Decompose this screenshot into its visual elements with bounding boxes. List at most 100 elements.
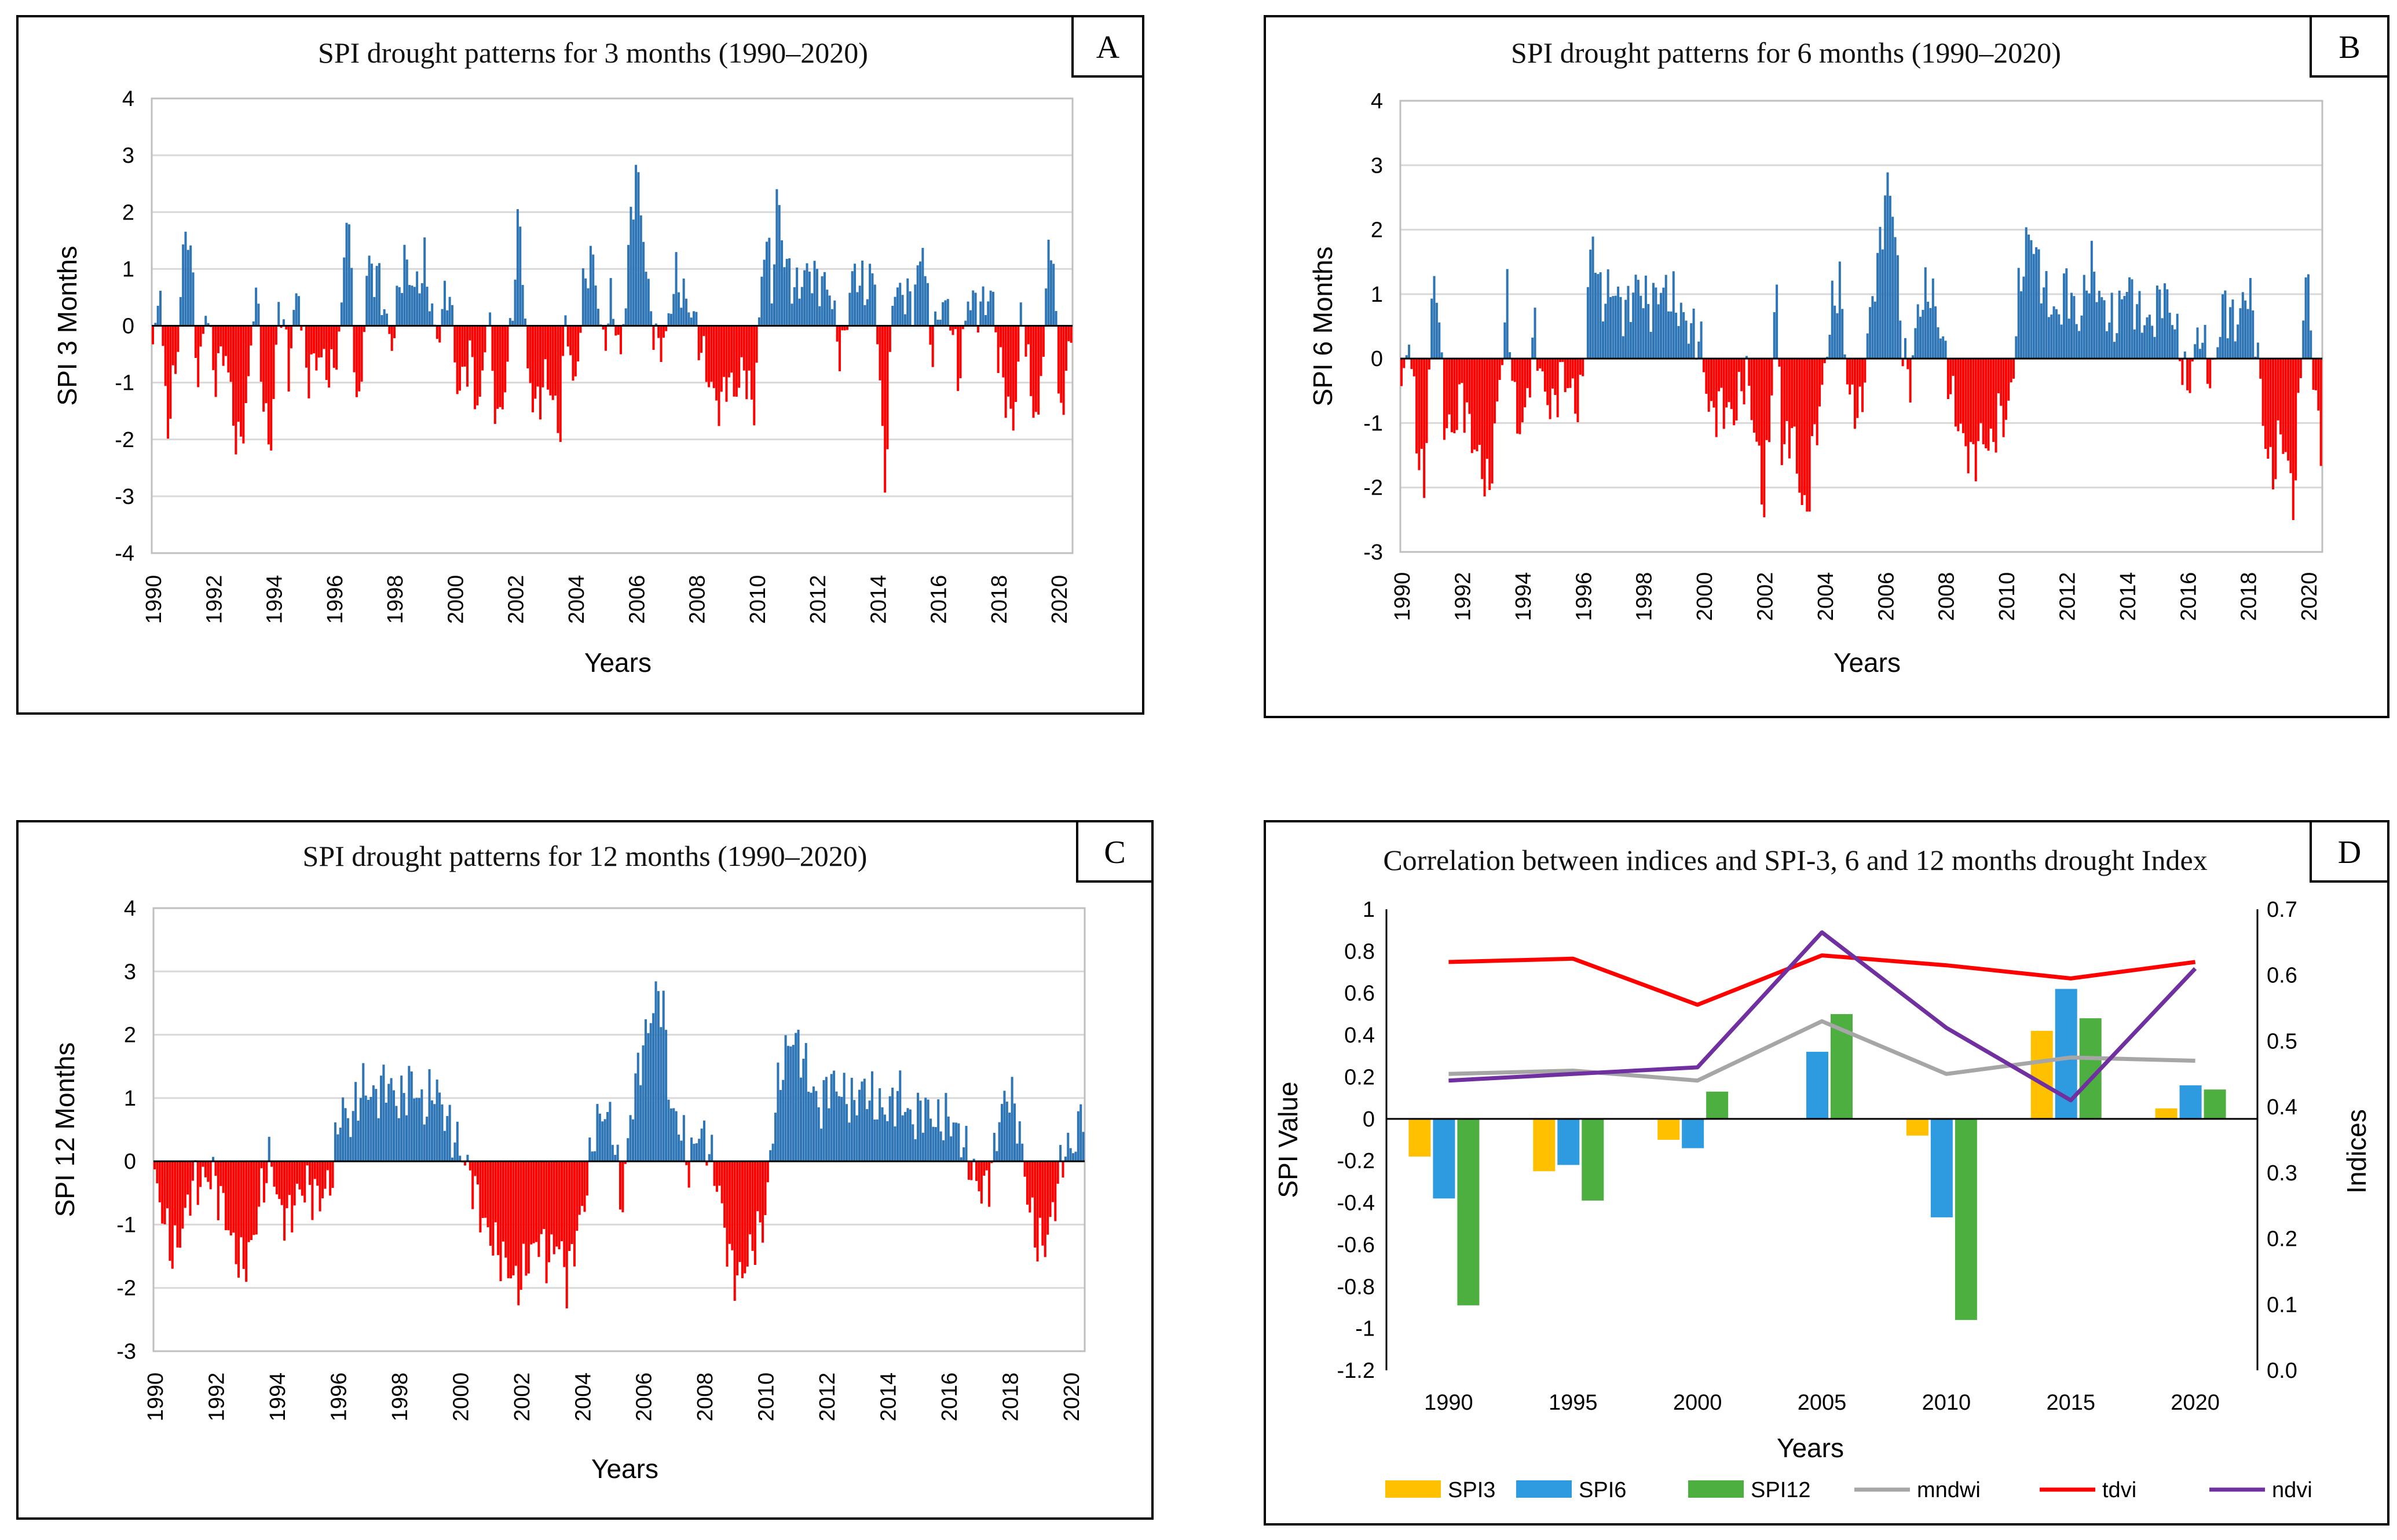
panel-d-line-tdvi <box>1448 953 2196 1007</box>
panel-a-bar <box>375 266 378 326</box>
panel-b-bar <box>1506 269 1509 359</box>
panel-c-y-tick-label: 3 <box>124 960 136 984</box>
panel-b-bar <box>1526 359 1529 389</box>
panel-c-bar <box>881 1107 884 1162</box>
panel-a-bar <box>423 237 426 326</box>
panel-a-bar <box>813 261 816 326</box>
panel-a-bar <box>280 325 283 328</box>
panel-c-bar <box>469 1161 471 1170</box>
panel-a-bar <box>496 325 499 409</box>
panel-a-bar <box>235 325 237 455</box>
panel-a-bar <box>474 325 477 409</box>
panel-c-bar <box>657 991 660 1162</box>
panel-c-bar <box>894 1126 896 1162</box>
panel-a-bar <box>760 276 763 326</box>
panel-b-bar <box>1433 276 1436 359</box>
panel-c-bar <box>1003 1091 1006 1162</box>
panel-a-y-tick-label: -4 <box>115 542 134 566</box>
panel-d-y2-tick-label: 0.2 <box>2267 1227 2297 1252</box>
panel-b-bar <box>1808 359 1811 512</box>
panel-a-bar <box>262 325 265 412</box>
panel-b-bar <box>1861 359 1864 412</box>
panel-a-bar <box>708 325 711 387</box>
panel-a-bar <box>579 325 582 333</box>
panel-b-bar <box>2302 320 2305 359</box>
panel-c-bar <box>840 1096 843 1162</box>
panel-b-y-tick-label: -2 <box>1363 476 1383 500</box>
panel-a-x-tick-label: 2000 <box>444 575 468 624</box>
panel-a-bar <box>370 264 373 326</box>
panel-c-bar <box>588 1137 591 1162</box>
panel-a-bar <box>982 286 985 326</box>
panel-b-bar <box>1768 359 1771 442</box>
panel-a-bar <box>469 325 471 341</box>
panel-d-y-tick-label: 0 <box>1363 1107 1375 1132</box>
panel-c-bar <box>517 1161 520 1305</box>
panel-b-bar <box>1682 312 1685 359</box>
panel-b-bar <box>2062 273 2065 359</box>
panel-b-bar <box>2015 336 2018 359</box>
panel-a-bar <box>657 325 660 338</box>
panel-c-bar <box>850 1077 853 1162</box>
panel-c-bar <box>1062 1161 1064 1178</box>
panel-b-bar <box>2272 359 2275 489</box>
panel-b-bar <box>1528 359 1531 398</box>
panel-a-bar <box>562 325 565 356</box>
panel-a-bar <box>413 287 416 326</box>
panel-c-bar <box>186 1161 189 1195</box>
panel-b-bar <box>2131 279 2133 359</box>
panel-b-bar <box>1730 359 1733 409</box>
panel-c-bar <box>795 1033 797 1162</box>
panel-d-bar-spi12 <box>2204 1089 2226 1119</box>
panel-c-bar <box>942 1140 945 1162</box>
panel-a-bar <box>240 325 243 437</box>
panel-c-bar <box>708 1154 711 1162</box>
panel-a-bar <box>989 290 992 326</box>
panel-c-bar <box>522 1161 525 1244</box>
panel-b-bar <box>1916 304 1919 359</box>
panel-a-bar <box>305 325 308 368</box>
panel-a-bar <box>380 314 383 326</box>
panel-b-bar <box>1571 359 1574 379</box>
panel-c-bar <box>229 1161 232 1236</box>
panel-c-bar <box>843 1073 846 1162</box>
panel-b-bar <box>1901 359 1904 367</box>
panel-c-bar <box>952 1122 955 1162</box>
panel-b-bar <box>1939 338 1942 359</box>
panel-a-bar <box>345 222 348 326</box>
panel-b-plot-border <box>1399 100 2323 553</box>
panel-a-bar <box>811 293 814 326</box>
panel-a-bar <box>630 207 632 326</box>
panel-a-bar <box>614 325 617 336</box>
panel-b-title: SPI drought patterns for 6 months (1990–… <box>1511 36 2061 69</box>
panel-a-bar <box>338 325 341 332</box>
panel-c-bar <box>1082 1132 1085 1162</box>
panel-b-bar <box>1783 359 1786 444</box>
panel-c-bar <box>807 1091 810 1162</box>
panel-b-bar <box>1493 359 1496 423</box>
panel-c-bar <box>939 1131 942 1162</box>
panel-a-bar <box>197 325 200 387</box>
panel-c-bar <box>265 1161 268 1183</box>
panel-b-bar <box>2237 324 2239 359</box>
panel-a-y-axis-label: SPI 3 Months <box>52 246 82 405</box>
panel-c-bar <box>642 1045 645 1162</box>
panel-c-bar <box>680 1140 683 1162</box>
panel-b-bar <box>1634 275 1637 359</box>
panel-a-x-tick-label: 1996 <box>323 575 347 624</box>
panel-a-bar <box>313 325 316 354</box>
panel-c-bar <box>723 1161 726 1228</box>
panel-a-bar <box>295 293 298 326</box>
panel-c-letter-box <box>1076 820 1154 883</box>
panel-a-bar <box>954 325 957 330</box>
panel-c-bar <box>456 1121 459 1162</box>
panel-c-bar <box>647 1033 650 1162</box>
panel-a-bar <box>308 325 310 398</box>
panel-c-bar <box>459 1155 462 1162</box>
panel-a-bar <box>194 325 197 359</box>
panel-a-bar <box>660 325 663 363</box>
panel-a-bar <box>667 313 670 326</box>
panel-a-bar <box>217 325 219 353</box>
panel-b-bar <box>2100 297 2103 359</box>
panel-b-bar <box>2045 271 2048 359</box>
